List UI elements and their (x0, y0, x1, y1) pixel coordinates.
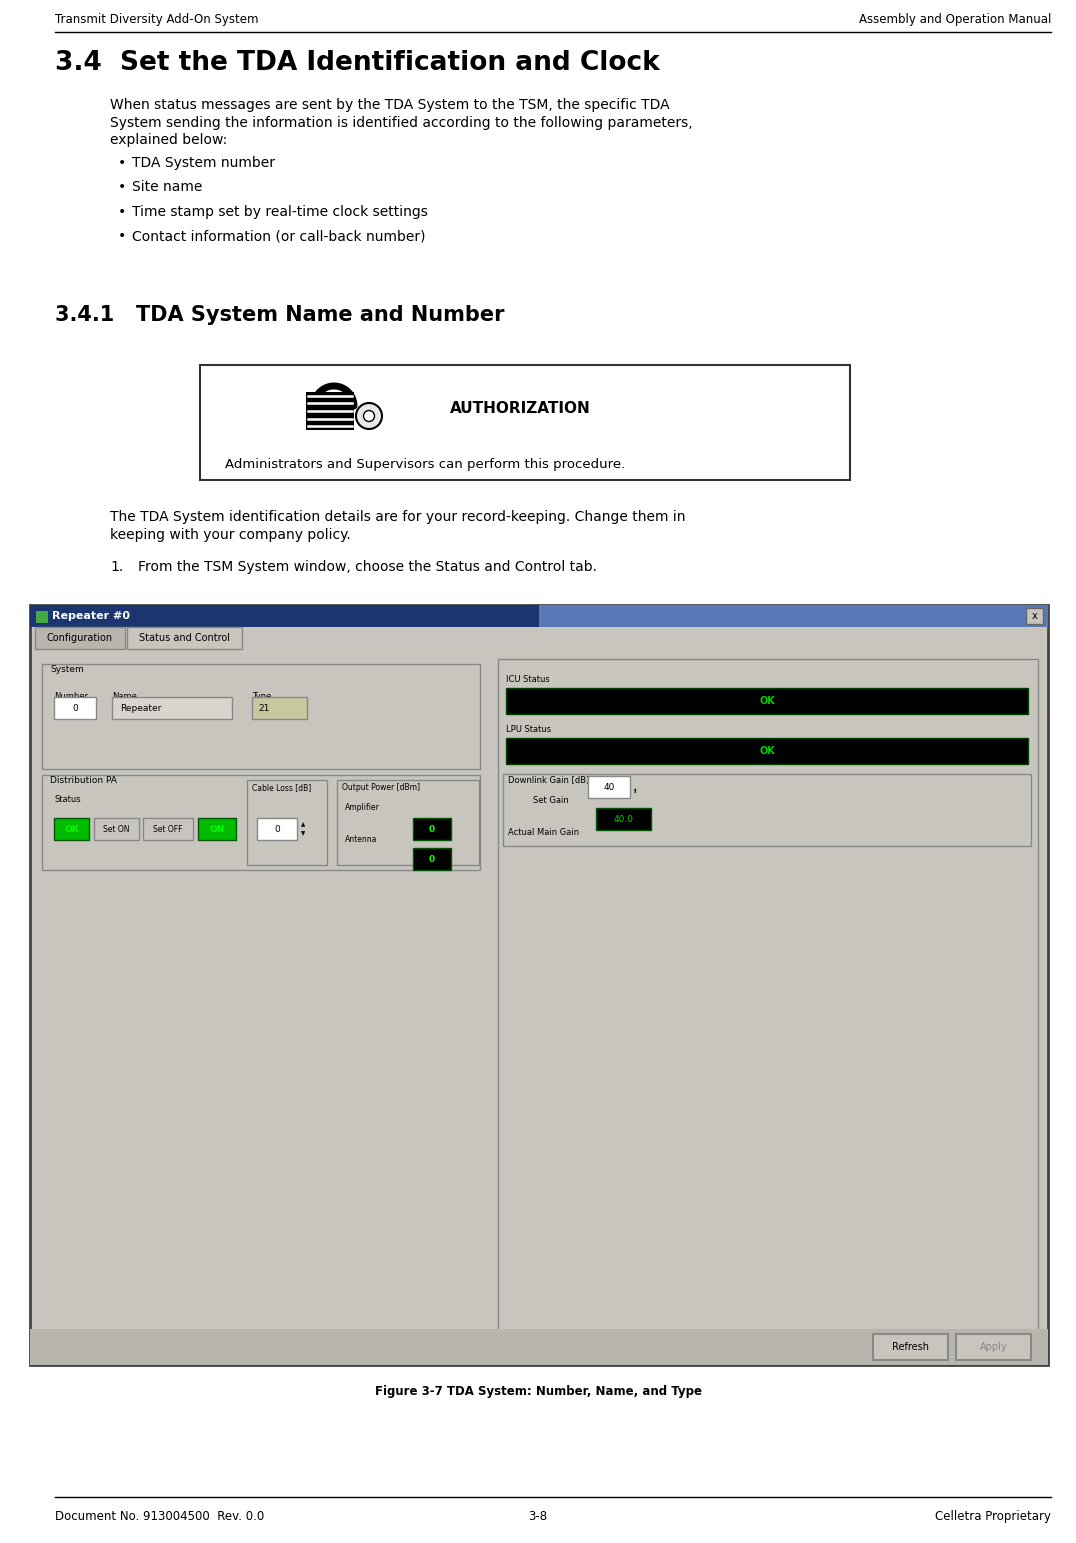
Bar (127, 626, 242, 650)
Text: •: • (118, 205, 126, 219)
Text: explained below:: explained below: (110, 133, 227, 147)
Bar (54, 697, 96, 719)
Bar (112, 697, 232, 719)
Bar (30, 605, 539, 626)
Text: Actual Main Gain: Actual Main Gain (508, 829, 579, 836)
Text: 3.4.1   TDA System Name and Number: 3.4.1 TDA System Name and Number (55, 306, 505, 326)
Text: Status: Status (54, 795, 81, 804)
Text: Transmit Diversity Add-On System: Transmit Diversity Add-On System (55, 12, 258, 26)
Bar (413, 849, 451, 870)
Bar (198, 818, 236, 839)
Text: Time stamp set by real-time clock settings: Time stamp set by real-time clock settin… (132, 205, 428, 219)
Text: Amplifier: Amplifier (345, 802, 380, 812)
Bar (1027, 608, 1043, 623)
Text: LPU Status: LPU Status (506, 725, 551, 734)
Bar (42, 775, 480, 870)
Bar (873, 1335, 948, 1359)
Text: System: System (49, 665, 84, 674)
Text: ▲: ▲ (301, 822, 306, 827)
Bar (498, 659, 1038, 1359)
Text: ⬆: ⬆ (632, 788, 637, 793)
Text: TDA System number: TDA System number (132, 156, 275, 170)
Text: OK: OK (760, 745, 775, 756)
Text: Downlink Gain [dB]: Downlink Gain [dB] (508, 775, 590, 784)
Text: Antenna: Antenna (345, 835, 378, 844)
Bar (143, 818, 193, 839)
Text: Set OFF: Set OFF (153, 824, 183, 833)
Bar (36, 626, 125, 650)
Bar (506, 738, 1028, 764)
Text: Site name: Site name (132, 181, 202, 194)
Text: Administrators and Supervisors can perform this procedure.: Administrators and Supervisors can perfo… (225, 458, 625, 471)
Text: •: • (118, 156, 126, 170)
Bar (413, 818, 451, 839)
Bar (506, 688, 1028, 714)
Text: Number: Number (54, 691, 88, 701)
Bar (955, 1335, 1031, 1359)
Text: Contact information (or call-back number): Contact information (or call-back number… (132, 228, 425, 242)
Text: 0: 0 (274, 824, 280, 833)
Bar (596, 809, 651, 830)
Text: 40: 40 (604, 782, 614, 792)
Circle shape (356, 403, 382, 429)
Text: OK: OK (65, 824, 79, 833)
Text: 3.4  Set the TDA Identification and Clock: 3.4 Set the TDA Identification and Clock (55, 49, 660, 76)
Text: Name: Name (112, 691, 137, 701)
Text: x: x (1032, 611, 1037, 620)
Bar (539, 605, 1048, 626)
Text: ON: ON (210, 824, 225, 833)
Text: 0: 0 (429, 824, 435, 833)
Text: 0: 0 (72, 704, 77, 713)
Text: ICU Status: ICU Status (506, 674, 550, 684)
Text: keeping with your company policy.: keeping with your company policy. (110, 528, 351, 542)
Text: When status messages are sent by the TDA System to the TSM, the specific TDA: When status messages are sent by the TDA… (110, 99, 669, 113)
Text: •: • (118, 181, 126, 194)
Bar (54, 818, 89, 839)
Bar (36, 611, 48, 623)
Text: 3-8: 3-8 (528, 1511, 548, 1523)
Bar (30, 1329, 1048, 1366)
Circle shape (364, 410, 374, 421)
Bar (587, 776, 631, 798)
Text: Repeater #0: Repeater #0 (52, 611, 130, 620)
Text: Document No. 913004500  Rev. 0.0: Document No. 913004500 Rev. 0.0 (55, 1511, 265, 1523)
Bar (337, 781, 479, 866)
Text: Distribution PA: Distribution PA (49, 776, 117, 785)
Bar (252, 697, 307, 719)
Text: Status and Control: Status and Control (139, 633, 230, 643)
Text: Set Gain: Set Gain (533, 796, 569, 805)
Text: The TDA System identification details are for your record-keeping. Change them i: The TDA System identification details ar… (110, 511, 685, 525)
Text: System sending the information is identified according to the following paramete: System sending the information is identi… (110, 116, 693, 130)
Bar (200, 366, 850, 480)
Bar (502, 775, 1031, 846)
Text: •: • (118, 228, 126, 242)
Bar (247, 781, 327, 866)
Text: OK: OK (760, 696, 775, 707)
Text: Repeater: Repeater (121, 704, 161, 713)
Bar (306, 392, 354, 430)
Text: AUTHORIZATION: AUTHORIZATION (450, 401, 591, 415)
Text: Figure 3-7 TDA System: Number, Name, and Type: Figure 3-7 TDA System: Number, Name, and… (374, 1386, 702, 1398)
Text: Output Power [dBm]: Output Power [dBm] (342, 782, 420, 792)
Text: Assembly and Operation Manual: Assembly and Operation Manual (859, 12, 1051, 26)
Text: Type: Type (252, 691, 271, 701)
Text: 1.: 1. (110, 560, 124, 574)
Bar (94, 818, 139, 839)
Text: Refresh: Refresh (892, 1342, 929, 1352)
Text: 40.0: 40.0 (613, 815, 634, 824)
Text: 0: 0 (429, 855, 435, 864)
Text: Configuration: Configuration (47, 633, 113, 643)
Bar (257, 818, 297, 839)
Bar (30, 605, 1048, 1366)
Text: Apply: Apply (979, 1342, 1007, 1352)
Text: Set ON: Set ON (103, 824, 130, 833)
Text: Celletra Proprietary: Celletra Proprietary (935, 1511, 1051, 1523)
Text: From the TSM System window, choose the Status and Control tab.: From the TSM System window, choose the S… (138, 560, 597, 574)
Bar (42, 663, 480, 768)
Text: ▼: ▼ (301, 830, 306, 836)
Text: 21: 21 (258, 704, 269, 713)
Text: Cable Loss [dB]: Cable Loss [dB] (252, 782, 311, 792)
